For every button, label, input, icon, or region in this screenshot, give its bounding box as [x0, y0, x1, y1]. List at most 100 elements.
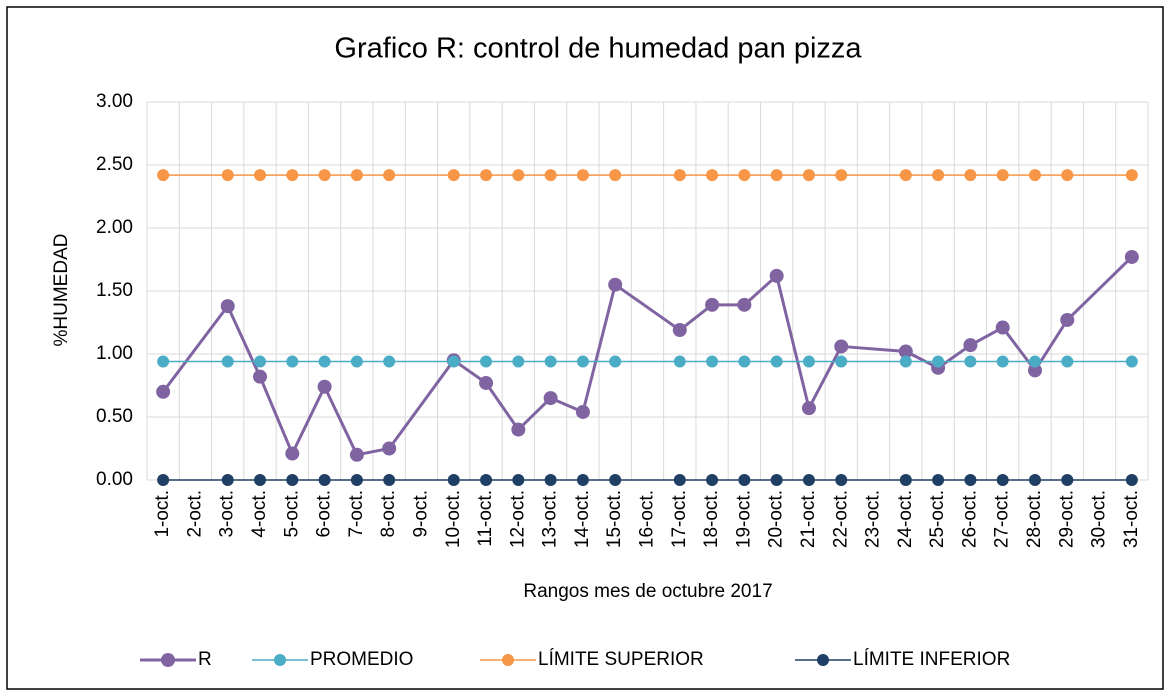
marker: [157, 474, 170, 486]
marker: [609, 169, 622, 182]
marker: [447, 169, 460, 182]
marker: [770, 355, 783, 368]
marker: [673, 355, 686, 368]
x-tick-label: 21-oct.: [798, 490, 819, 548]
x-tick-label: 31-oct.: [1121, 490, 1142, 548]
marker: [286, 474, 299, 486]
marker: [254, 169, 267, 182]
marker: [576, 169, 589, 182]
x-tick-label: 28-oct.: [1024, 490, 1045, 548]
legend-marker: [817, 654, 829, 666]
marker: [383, 355, 396, 368]
marker: [898, 344, 913, 359]
y-tick-label: 0.00: [96, 469, 133, 490]
marker: [544, 474, 557, 486]
marker: [317, 379, 332, 394]
marker: [1125, 355, 1138, 368]
marker: [286, 355, 299, 368]
marker: [899, 474, 912, 486]
marker: [801, 401, 816, 416]
marker: [769, 268, 784, 283]
marker: [996, 355, 1009, 368]
marker: [1124, 249, 1139, 264]
line-segment: [1066, 255, 1133, 322]
marker: [253, 369, 268, 384]
marker: [221, 474, 234, 486]
marker: [221, 169, 234, 182]
y-tick-label: 0.50: [96, 406, 133, 427]
marker: [480, 169, 493, 182]
marker: [1061, 355, 1074, 368]
x-tick-label: 3-oct.: [217, 490, 238, 538]
marker: [382, 441, 397, 456]
marker: [834, 339, 849, 354]
x-tick-label: 11-oct.: [475, 490, 496, 547]
marker: [706, 474, 719, 486]
marker: [964, 355, 977, 368]
marker: [383, 169, 396, 182]
marker: [254, 474, 267, 486]
marker: [576, 474, 589, 486]
marker: [350, 355, 363, 368]
x-tick-label: 18-oct.: [701, 490, 722, 548]
line-segment: [614, 283, 681, 332]
x-tick-label: 27-oct.: [992, 490, 1013, 548]
x-tick-label: 17-oct.: [669, 490, 690, 548]
marker: [1060, 312, 1075, 327]
x-tick-label: 5-oct.: [281, 490, 302, 538]
marker: [673, 474, 686, 486]
y-tick-label: 2.50: [96, 154, 133, 175]
x-tick-label: 4-oct.: [249, 490, 270, 538]
line-segment: [484, 382, 520, 431]
line-segment: [807, 345, 843, 409]
marker: [835, 474, 848, 486]
marker: [706, 355, 719, 368]
x-tick-label: 9-oct.: [410, 490, 431, 538]
marker: [349, 447, 364, 462]
marker: [737, 297, 752, 312]
legend-label: LÍMITE INFERIOR: [853, 649, 1010, 670]
marker: [608, 277, 623, 292]
x-tick-label: 16-oct.: [637, 490, 658, 548]
line-segment: [743, 274, 778, 306]
x-tick-label: 19-oct.: [733, 490, 754, 548]
marker: [383, 474, 396, 486]
x-tick-label: 29-oct.: [1056, 490, 1077, 548]
marker: [609, 474, 622, 486]
x-tick-label: 20-oct.: [766, 490, 787, 548]
marker: [1027, 363, 1042, 378]
marker: [156, 384, 171, 399]
marker: [318, 355, 331, 368]
marker: [318, 474, 331, 486]
line-segment: [258, 376, 294, 455]
marker: [1125, 169, 1138, 182]
x-tick-label: 23-oct.: [863, 490, 884, 548]
marker: [770, 474, 783, 486]
marker: [932, 355, 945, 368]
marker: [1061, 474, 1074, 486]
marker: [964, 474, 977, 486]
y-tick-label: 2.00: [96, 217, 133, 238]
marker: [899, 169, 912, 182]
marker: [511, 422, 526, 437]
marker: [318, 169, 331, 182]
marker: [480, 474, 493, 486]
marker: [157, 355, 170, 368]
line-segment: [775, 275, 811, 409]
x-tick-label: 8-oct.: [378, 490, 399, 538]
line-segment: [387, 359, 455, 450]
x-tick-label: 26-oct.: [959, 490, 980, 548]
x-tick-label: 2-oct.: [184, 490, 205, 538]
x-tick-label: 6-oct.: [314, 490, 335, 538]
marker: [963, 338, 978, 353]
marker: [1061, 169, 1074, 182]
line-segment: [161, 305, 229, 393]
legend-marker: [502, 654, 514, 666]
chart-title: Grafico R: control de humedad pan pizza: [334, 33, 862, 65]
y-tick-label: 1.50: [96, 280, 133, 301]
marker: [285, 446, 300, 461]
marker: [802, 169, 815, 182]
marker: [932, 474, 945, 486]
marker: [835, 355, 848, 368]
marker: [996, 169, 1009, 182]
